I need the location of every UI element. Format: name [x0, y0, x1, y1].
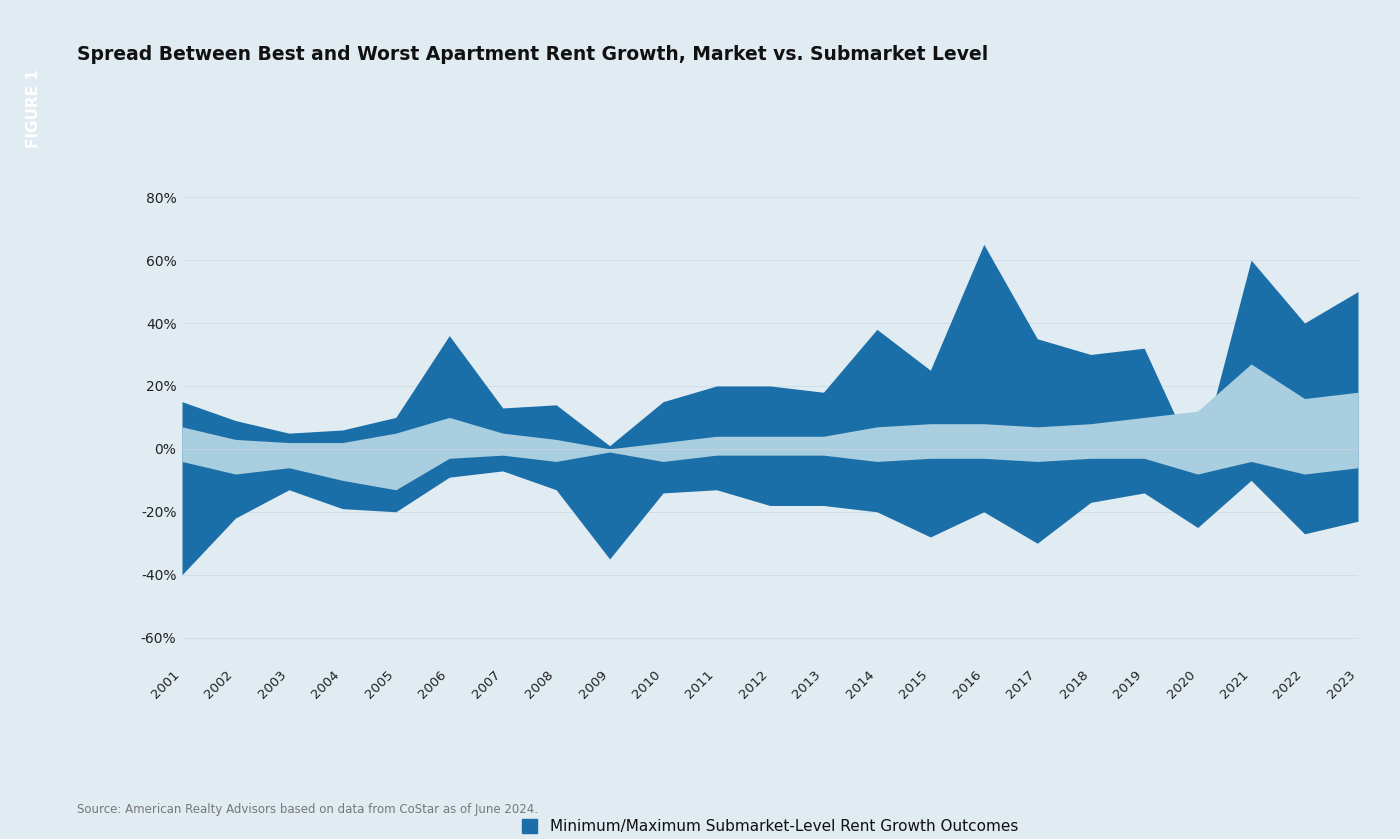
Text: FIGURE 1: FIGURE 1: [27, 70, 41, 149]
Text: Source: American Realty Advisors based on data from CoStar as of June 2024.: Source: American Realty Advisors based o…: [77, 803, 538, 816]
Text: Spread Between Best and Worst Apartment Rent Growth, Market vs. Submarket Level: Spread Between Best and Worst Apartment …: [77, 45, 988, 64]
Legend: Minimum/Maximum Submarket-Level Rent Growth Outcomes, Minimum/Maximum Market-Lev: Minimum/Maximum Submarket-Level Rent Gro…: [514, 811, 1026, 839]
